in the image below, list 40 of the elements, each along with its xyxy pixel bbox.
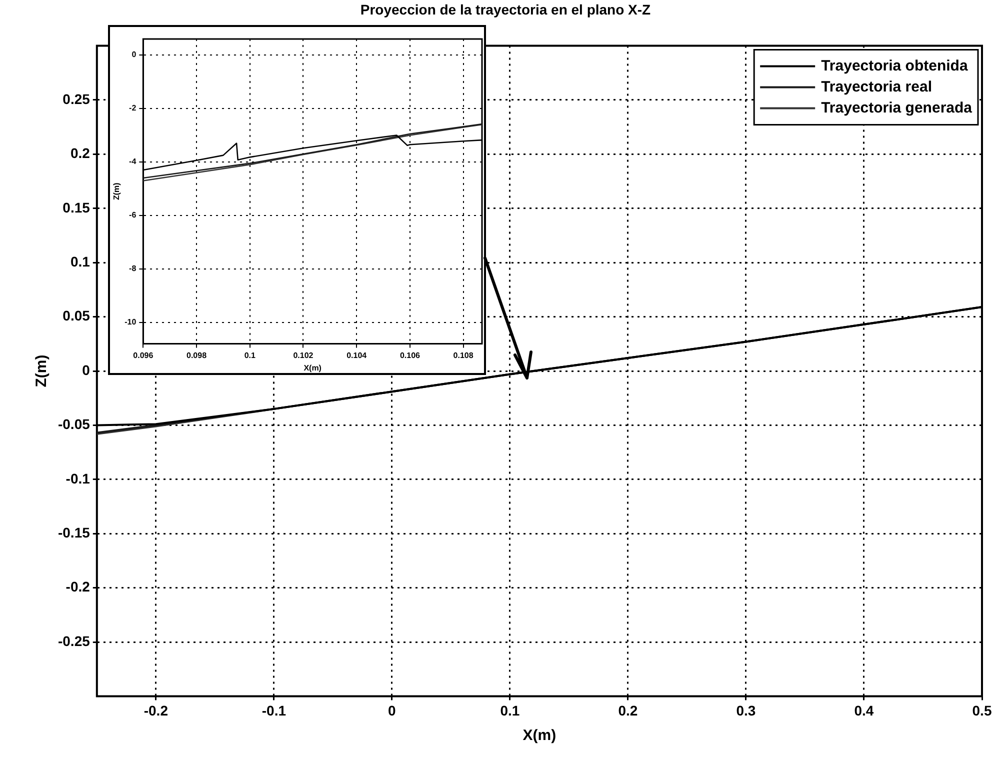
y-tick-label: 0.2 xyxy=(70,145,90,162)
y-axis-title: Z(m) xyxy=(112,182,122,200)
y-tick-label: -6 xyxy=(129,210,137,220)
legend-label: Trayectoria real xyxy=(821,78,932,96)
x-tick-label: 0 xyxy=(388,702,396,718)
y-tick-label: -4 xyxy=(129,157,137,166)
x-tick-label: -0.1 xyxy=(262,702,286,718)
x-axis-title: X(m) xyxy=(522,727,556,744)
x-tick-label: 0.3 xyxy=(736,702,756,718)
x-tick-label: 0.106 xyxy=(400,350,421,360)
y-tick-label: 0 xyxy=(132,50,137,60)
x-tick-label: 0.4 xyxy=(854,702,874,718)
y-axis-title: Z(m) xyxy=(33,354,50,388)
y-tick-label: 0.1 xyxy=(70,253,90,270)
y-tick-label: -0.1 xyxy=(66,470,90,486)
y-tick-label: -10 xyxy=(124,318,137,327)
legend-label: Trayectoria obtenida xyxy=(821,57,968,74)
y-tick-label: -0.15 xyxy=(58,524,90,540)
y-tick-label: 0.25 xyxy=(62,90,90,107)
chart-title: Proyeccion de la trayectoria en el plano X-Z xyxy=(360,1,652,18)
y-tick-label: -0.25 xyxy=(58,632,90,649)
x-tick-label: 0.098 xyxy=(186,350,208,360)
y-tick-label: 0.15 xyxy=(62,199,90,216)
x-tick-label: 0.096 xyxy=(133,350,154,360)
y-tick-label: -8 xyxy=(129,264,137,274)
x-tick-label: 0.104 xyxy=(346,350,368,360)
x-tick-label: 0.102 xyxy=(293,350,314,360)
x-axis-title: X(m) xyxy=(304,363,322,372)
x-tick-label: 0.5 xyxy=(972,702,992,718)
x-tick-label: -0.2 xyxy=(144,702,168,718)
y-tick-label: -0.2 xyxy=(66,578,90,595)
legend-label: Trayectoria generada xyxy=(821,99,973,116)
y-tick-label: 0 xyxy=(82,362,90,378)
y-tick-label: -0.05 xyxy=(58,416,90,432)
x-tick-label: 0.1 xyxy=(500,702,520,718)
y-tick-label: -2 xyxy=(129,104,137,113)
x-tick-label: 0.2 xyxy=(618,702,638,718)
x-tick-label: 0.108 xyxy=(453,350,474,360)
x-tick-label: 0.1 xyxy=(244,350,256,360)
y-tick-label: 0.05 xyxy=(62,308,90,324)
